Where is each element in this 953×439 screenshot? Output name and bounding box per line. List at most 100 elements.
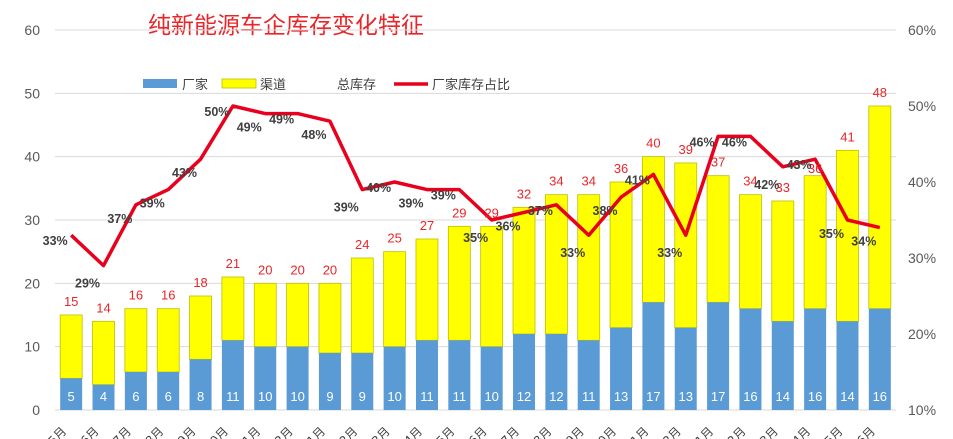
bar-factory [60,378,83,410]
factory-value-label: 10 [387,389,401,404]
total-value-label: 34 [581,174,595,189]
ratio-line-path [69,104,881,268]
x-tick-label: 5月 [46,424,70,439]
factory-value-label: 12 [549,389,563,404]
factory-value-label: 10 [484,389,498,404]
bar-channel [771,200,795,322]
total-value-label: 16 [161,288,175,303]
ratio-value-label: 42% [754,178,779,192]
chart-title: 纯新能源车企库存变化特征 [148,13,424,39]
right-tick-label: 30% [908,250,936,266]
x-tick-label: 3月 [369,424,393,439]
bar-factory [642,302,665,410]
ratio-value-label: 40% [366,181,391,195]
factory-value-label: 11 [420,389,434,404]
x-tick-label: 9月 [175,424,199,439]
left-axis: 0 10 20 30 40 50 60 [24,22,40,418]
x-tick-label: 1月 [692,424,716,439]
bar-factory [674,327,697,410]
bar-factory [189,359,212,410]
x-tick-label: 10月 [202,424,231,439]
bar-factory [157,372,180,410]
x-tick-label: 8月 [143,424,167,439]
legend: 厂家 渠道 总库存 厂家库存占比 [143,77,510,93]
bar-channel [350,257,374,354]
x-tick-label: 7月 [498,424,522,439]
total-value-label: 39 [679,142,693,157]
x-tick-label: 2月 [337,424,361,439]
ratio-value-label: 29% [75,277,100,291]
ratio-value-label: 46% [722,135,747,149]
factory-value-label: 4 [100,389,107,404]
bar-channel [59,314,83,379]
x-tick-label: 3月 [757,424,781,439]
bar-factory [221,340,244,410]
ratio-value-label: 33% [657,246,682,260]
bar-factory [610,327,633,410]
factory-value-label: 6 [165,389,172,404]
total-value-label: 41 [840,129,854,144]
total-value-label: 15 [64,294,78,309]
ratio-value-label: 46% [690,135,715,149]
ratio-value-label: 38% [593,204,618,218]
ratio-value-label: 39% [334,201,359,215]
total-value-label: 14 [96,300,110,315]
right-tick-label: 20% [908,326,936,342]
x-tick-label: 7月 [110,424,134,439]
factory-value-label: 17 [646,389,660,404]
data-labels: 5154146166168181121102010209209241025112… [43,85,887,404]
legend-label-total: 总库存 [337,77,376,93]
factory-value-label: 16 [743,389,757,404]
ratio-value-label: 39% [431,189,456,203]
factory-value-label: 5 [68,389,75,404]
ratio-value-label: 49% [237,121,262,135]
factory-value-label: 17 [711,389,725,404]
bar-factory [545,334,568,410]
legend-label-factory: 厂家 [182,77,208,93]
bar-channel [221,276,245,341]
bars [59,105,892,410]
total-value-label: 24 [355,237,369,252]
ratio-value-label: 41% [625,173,650,187]
factory-value-label: 14 [840,389,854,404]
bar-factory [707,302,730,410]
factory-value-label: 13 [614,389,628,404]
total-value-label: 36 [808,161,822,176]
factory-value-label: 16 [808,389,822,404]
legend-swatch-factory [143,79,177,88]
bar-channel [124,308,148,373]
bar-factory [513,334,536,410]
x-tick-label: 5月 [434,424,458,439]
factory-value-label: 12 [517,389,531,404]
left-tick-label: 60 [24,22,40,38]
x-tick-label: 6月 [466,424,490,439]
right-tick-label: 40% [908,174,936,190]
ratio-value-label: 34% [851,235,876,249]
factory-value-label: 14 [776,389,790,404]
ratio-value-label: 36% [496,219,521,233]
ratio-value-label: 35% [819,227,844,241]
factory-value-label: 8 [197,389,204,404]
bar-channel [189,295,212,360]
right-tick-label: 50% [908,98,936,114]
left-tick-label: 20 [24,275,40,291]
bar-factory [318,353,341,410]
total-value-label: 32 [517,186,531,201]
total-value-label: 25 [387,231,401,246]
total-value-label: 20 [290,262,304,277]
bar-factory [351,353,374,410]
total-value-label: 21 [226,256,240,271]
ratio-value-label: 43% [787,158,812,172]
bar-factory [771,321,794,410]
bar-factory [804,308,827,410]
x-axis: 5月 6月 7月 8月 9月 10月 11月 12月 1月 2月 3月 4月 5月 6月 7月 8月 9月 10月… [46,424,878,439]
legend-swatch-channel [221,78,257,89]
total-value-label: 16 [129,288,143,303]
x-tick-label: 10月 [590,424,619,439]
total-value-label: 36 [614,161,628,176]
right-tick-label: 60% [908,22,936,38]
x-tick-label: 2月 [725,424,749,439]
ratio-value-label: 33% [43,234,68,248]
